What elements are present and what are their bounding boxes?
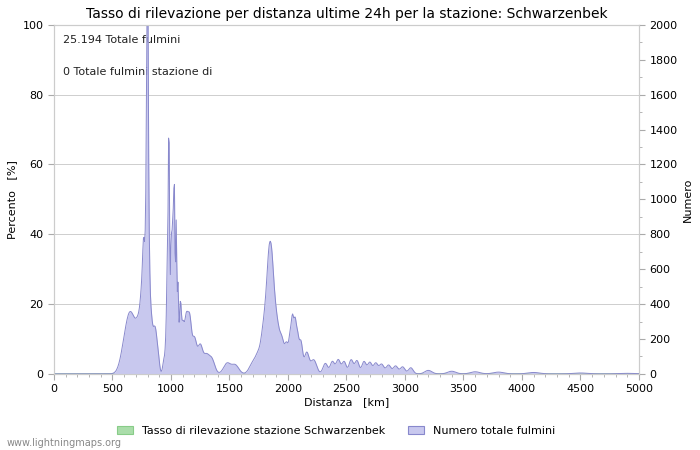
Text: 25.194 Totale fulmini: 25.194 Totale fulmini (63, 36, 180, 45)
X-axis label: Distanza   [km]: Distanza [km] (304, 397, 389, 407)
Text: 0 Totale fulmini stazione di: 0 Totale fulmini stazione di (63, 67, 212, 77)
Legend: Tasso di rilevazione stazione Schwarzenbek, Numero totale fulmini: Tasso di rilevazione stazione Schwarzenb… (112, 421, 560, 440)
Text: www.lightningmaps.org: www.lightningmaps.org (7, 438, 122, 448)
Y-axis label: Percento   [%]: Percento [%] (7, 160, 17, 239)
Y-axis label: Numero: Numero (683, 177, 693, 221)
Title: Tasso di rilevazione per distanza ultime 24h per la stazione: Schwarzenbek: Tasso di rilevazione per distanza ultime… (85, 7, 608, 21)
